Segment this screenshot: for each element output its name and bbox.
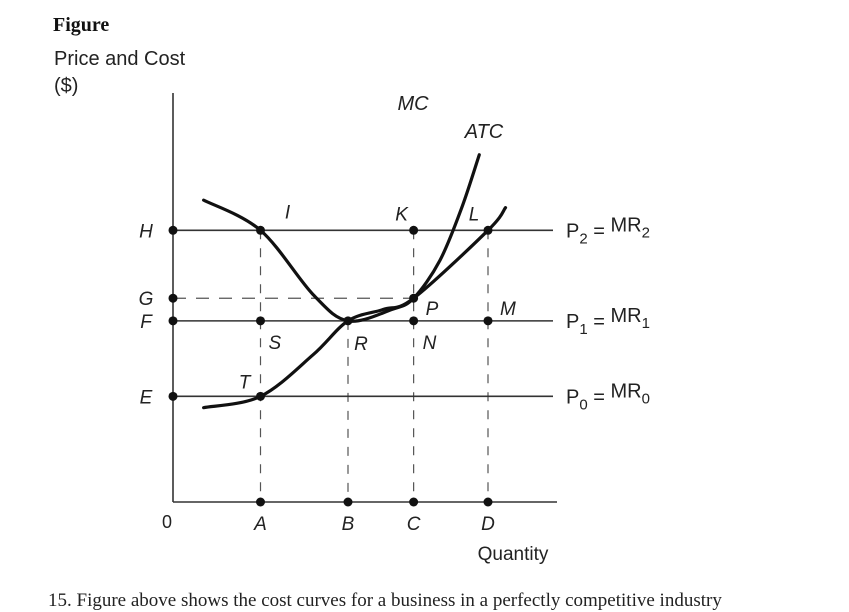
curve-label-mc: MC — [397, 93, 429, 115]
origin-label: 0 — [162, 512, 172, 532]
y-level-dot-E — [168, 391, 178, 401]
figure-label: Figure — [53, 14, 110, 36]
y-level-label-G: G — [139, 289, 154, 310]
point-P — [409, 293, 419, 303]
price-line-label-P1: P1 = MR1 — [566, 305, 650, 338]
y-level-dot-H — [168, 225, 178, 235]
y-level-label-H: H — [139, 221, 153, 242]
point-label-T: T — [239, 372, 252, 393]
curve-mc — [202, 153, 481, 323]
point-N — [409, 316, 419, 326]
point-label-P: P — [426, 299, 439, 320]
footer-text: 15. Figure above shows the cost curves f… — [48, 590, 722, 611]
x-level-label-A: A — [253, 514, 267, 535]
point-label-K: K — [395, 204, 409, 225]
point-S — [256, 316, 265, 326]
curve-atc — [202, 206, 508, 410]
point-label-I: I — [285, 202, 291, 223]
x-level-label-D: D — [481, 514, 495, 535]
price-line-label-P2: P2 = MR2 — [566, 214, 650, 247]
y-level-dot-G — [168, 293, 178, 303]
point-label-S: S — [269, 333, 282, 354]
x-level-dot-B — [343, 497, 353, 507]
point-M — [483, 316, 493, 326]
point-T — [256, 391, 265, 401]
y-axis-label: Price and Cost ($) — [54, 48, 186, 97]
y-level-label-E: E — [140, 387, 153, 408]
x-level-label-C: C — [407, 514, 421, 535]
point-label-R: R — [354, 334, 368, 355]
y-level-label-F: F — [140, 312, 153, 333]
x-level-dot-D — [483, 497, 493, 507]
point-K — [409, 225, 419, 235]
price-line-label-P0: P0 = MR0 — [566, 380, 650, 413]
x-level-dot-C — [409, 497, 419, 507]
x-axis-title: Quantity — [478, 544, 549, 565]
point-label-N: N — [423, 333, 437, 354]
x-level-label-B: B — [342, 514, 355, 535]
point-I — [256, 225, 265, 235]
y-level-dot-F — [168, 316, 178, 326]
point-L — [483, 225, 493, 235]
curve-label-atc: ATC — [464, 121, 504, 143]
point-label-L: L — [469, 204, 480, 225]
x-level-dot-A — [256, 497, 265, 507]
point-label-M: M — [500, 299, 516, 320]
point-R — [343, 316, 353, 326]
